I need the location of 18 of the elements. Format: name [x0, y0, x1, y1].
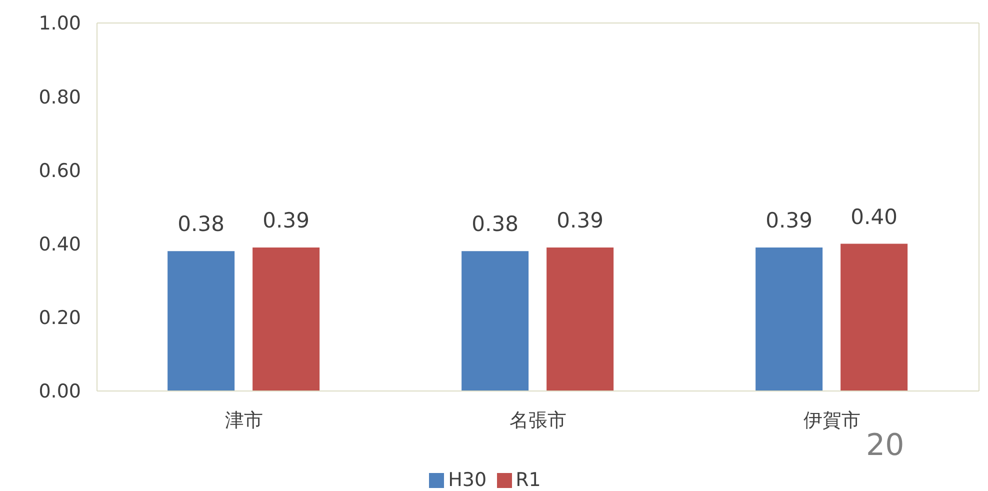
y-tick-label: 0.60 [38, 160, 81, 182]
data-label: 0.39 [262, 208, 310, 232]
y-tick-label: 0.80 [38, 86, 81, 108]
data-label: 0.39 [556, 208, 604, 232]
x-tick-label: 津市 [225, 409, 263, 432]
data-label: 0.38 [178, 212, 224, 236]
text: 20 [866, 428, 904, 463]
y-tick-label: 0.00 [38, 380, 81, 403]
data-label: 0.38 [472, 212, 518, 236]
legend-label: H30 [448, 469, 487, 491]
y-tick-label: 0.20 [38, 307, 81, 330]
x-tick-label: 伊賀市 [804, 409, 860, 432]
legend-label: R1 [516, 469, 541, 491]
y-tick-label: 0.40 [38, 234, 81, 256]
data-label: 0.40 [850, 204, 898, 229]
y-tick-label: 1.00 [38, 12, 81, 35]
x-tick-label: 名張市 [510, 409, 566, 432]
data-label: 0.39 [766, 208, 812, 232]
